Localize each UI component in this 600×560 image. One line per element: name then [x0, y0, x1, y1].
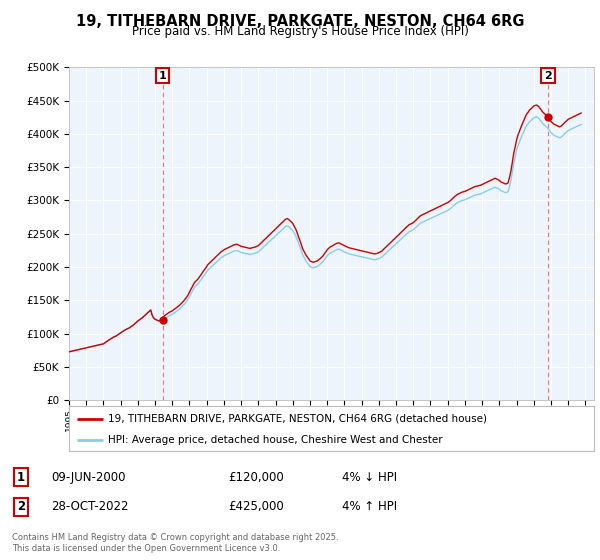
Text: 19, TITHEBARN DRIVE, PARKGATE, NESTON, CH64 6RG: 19, TITHEBARN DRIVE, PARKGATE, NESTON, C… [76, 14, 524, 29]
Text: 1: 1 [17, 470, 25, 484]
Text: 4% ↓ HPI: 4% ↓ HPI [342, 470, 397, 484]
Text: HPI: Average price, detached house, Cheshire West and Chester: HPI: Average price, detached house, Ches… [109, 435, 443, 445]
Text: 28-OCT-2022: 28-OCT-2022 [51, 500, 128, 514]
Text: £120,000: £120,000 [228, 470, 284, 484]
Text: 2: 2 [17, 500, 25, 514]
Text: 4% ↑ HPI: 4% ↑ HPI [342, 500, 397, 514]
Text: Contains HM Land Registry data © Crown copyright and database right 2025.
This d: Contains HM Land Registry data © Crown c… [12, 533, 338, 553]
Text: 09-JUN-2000: 09-JUN-2000 [51, 470, 125, 484]
Text: 2: 2 [544, 71, 552, 81]
Text: 1: 1 [159, 71, 167, 81]
Text: £425,000: £425,000 [228, 500, 284, 514]
Text: Price paid vs. HM Land Registry's House Price Index (HPI): Price paid vs. HM Land Registry's House … [131, 25, 469, 38]
Text: 19, TITHEBARN DRIVE, PARKGATE, NESTON, CH64 6RG (detached house): 19, TITHEBARN DRIVE, PARKGATE, NESTON, C… [109, 413, 487, 423]
